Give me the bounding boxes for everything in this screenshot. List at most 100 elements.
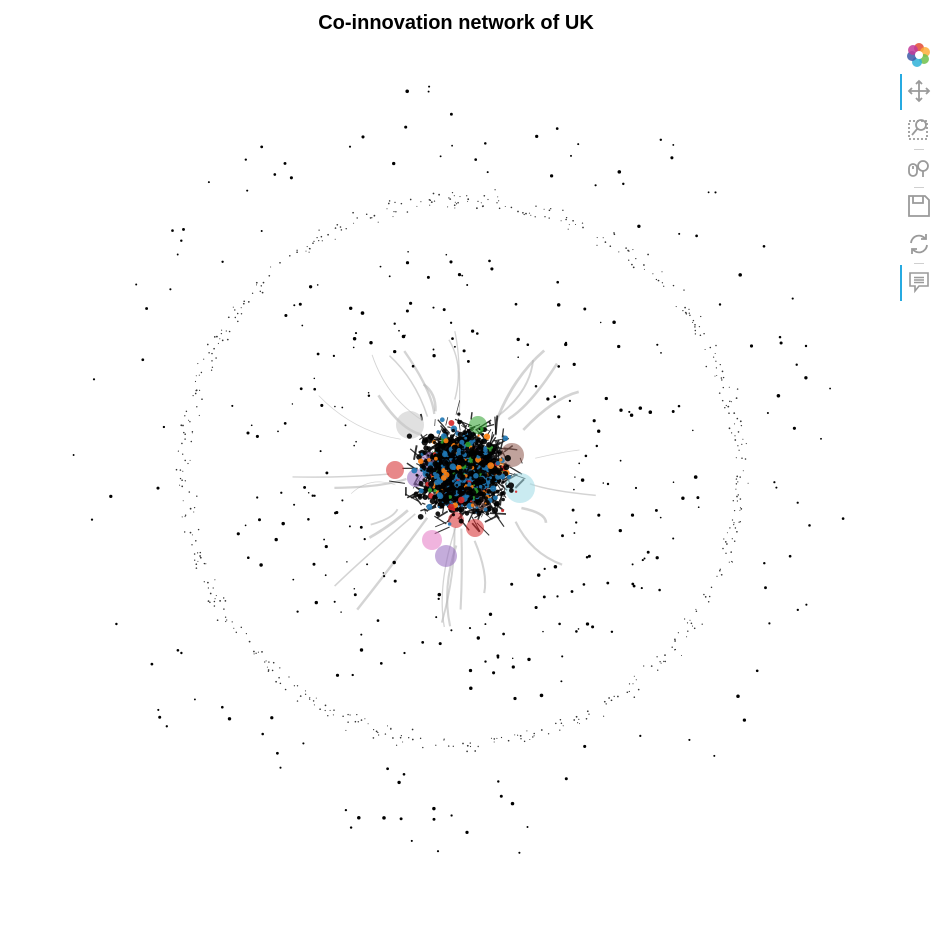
network-node bbox=[733, 540, 736, 542]
network-node bbox=[544, 216, 546, 218]
network-node bbox=[654, 508, 658, 512]
network-node bbox=[203, 581, 205, 583]
network-node bbox=[392, 161, 396, 166]
network-node bbox=[461, 482, 466, 486]
network-node bbox=[193, 553, 196, 555]
network-node bbox=[507, 482, 515, 489]
network-node bbox=[223, 597, 225, 599]
network-edge bbox=[495, 514, 505, 528]
network-node bbox=[734, 435, 736, 437]
network-node bbox=[388, 275, 391, 278]
network-node bbox=[453, 195, 455, 197]
network-node bbox=[191, 432, 193, 434]
bokeh-logo[interactable] bbox=[899, 38, 937, 72]
network-node bbox=[517, 210, 519, 213]
network-node bbox=[670, 156, 674, 160]
network-node bbox=[392, 560, 396, 565]
network-node bbox=[478, 428, 481, 431]
network-node bbox=[324, 709, 326, 712]
network-node bbox=[392, 737, 394, 739]
network-node bbox=[574, 476, 576, 478]
network-node bbox=[504, 205, 506, 208]
wheel-zoom-tool[interactable] bbox=[899, 151, 937, 185]
network-node bbox=[535, 205, 537, 207]
network-node bbox=[433, 488, 437, 493]
box-zoom-tool[interactable] bbox=[899, 112, 937, 146]
network-node bbox=[526, 730, 528, 732]
network-node bbox=[635, 257, 637, 260]
network-node bbox=[313, 704, 315, 706]
network-node bbox=[365, 213, 368, 216]
network-node bbox=[458, 469, 461, 471]
network-node bbox=[444, 465, 449, 471]
network-node bbox=[602, 482, 605, 484]
network-node bbox=[518, 851, 521, 854]
network-node bbox=[575, 715, 578, 718]
network-node bbox=[422, 450, 427, 455]
network-node bbox=[606, 482, 610, 486]
network-node bbox=[320, 403, 324, 407]
network-node bbox=[529, 738, 531, 741]
network-node bbox=[367, 391, 370, 394]
network-node bbox=[742, 718, 747, 722]
save-tool[interactable] bbox=[899, 189, 937, 223]
network-node bbox=[141, 358, 145, 362]
hover-tool[interactable] bbox=[899, 265, 937, 301]
network-node bbox=[577, 722, 579, 724]
network-node bbox=[659, 661, 661, 663]
network-node bbox=[493, 741, 495, 743]
network-node bbox=[725, 552, 727, 555]
network-node bbox=[264, 661, 266, 663]
network-node bbox=[216, 335, 218, 338]
network-node bbox=[474, 465, 478, 468]
network-node bbox=[276, 751, 279, 755]
network-node bbox=[672, 143, 675, 146]
network-node bbox=[181, 516, 183, 518]
network-node bbox=[542, 630, 544, 633]
reset-tool[interactable] bbox=[899, 227, 937, 261]
network-node bbox=[457, 490, 461, 495]
network-node bbox=[747, 482, 749, 484]
network-node bbox=[363, 537, 366, 541]
network-node bbox=[567, 228, 569, 230]
network-node bbox=[454, 207, 456, 209]
network-node bbox=[435, 511, 441, 517]
network-node bbox=[481, 505, 483, 508]
network-node bbox=[307, 518, 310, 521]
network-node bbox=[181, 479, 183, 482]
network-node bbox=[335, 673, 340, 677]
network-node bbox=[480, 202, 482, 204]
network-node bbox=[393, 349, 397, 354]
network-node bbox=[268, 661, 270, 663]
network-node bbox=[841, 517, 845, 520]
network-node bbox=[246, 556, 250, 560]
network-node bbox=[355, 440, 357, 443]
network-node bbox=[309, 698, 311, 700]
network-node bbox=[289, 176, 293, 180]
network-node bbox=[267, 669, 270, 671]
network-node bbox=[795, 363, 798, 366]
network-node bbox=[672, 284, 675, 287]
network-node bbox=[432, 461, 439, 467]
network-node bbox=[244, 158, 247, 161]
network-node bbox=[739, 476, 741, 478]
network-node bbox=[704, 596, 707, 598]
pan-tool[interactable] bbox=[899, 74, 937, 110]
network-node bbox=[481, 469, 486, 475]
network-node bbox=[495, 489, 500, 494]
network-edge bbox=[436, 510, 449, 519]
network-node bbox=[596, 237, 598, 239]
network-node bbox=[411, 467, 418, 474]
network-node bbox=[360, 719, 363, 721]
network-graph[interactable] bbox=[0, 0, 895, 937]
network-node bbox=[608, 697, 610, 699]
network-node bbox=[422, 494, 428, 500]
network-node bbox=[345, 228, 347, 230]
network-node bbox=[437, 467, 440, 470]
network-node bbox=[438, 193, 440, 196]
network-node bbox=[633, 675, 635, 677]
network-node bbox=[465, 830, 469, 835]
network-node bbox=[555, 722, 557, 725]
network-node bbox=[599, 321, 602, 324]
network-node bbox=[465, 441, 471, 448]
